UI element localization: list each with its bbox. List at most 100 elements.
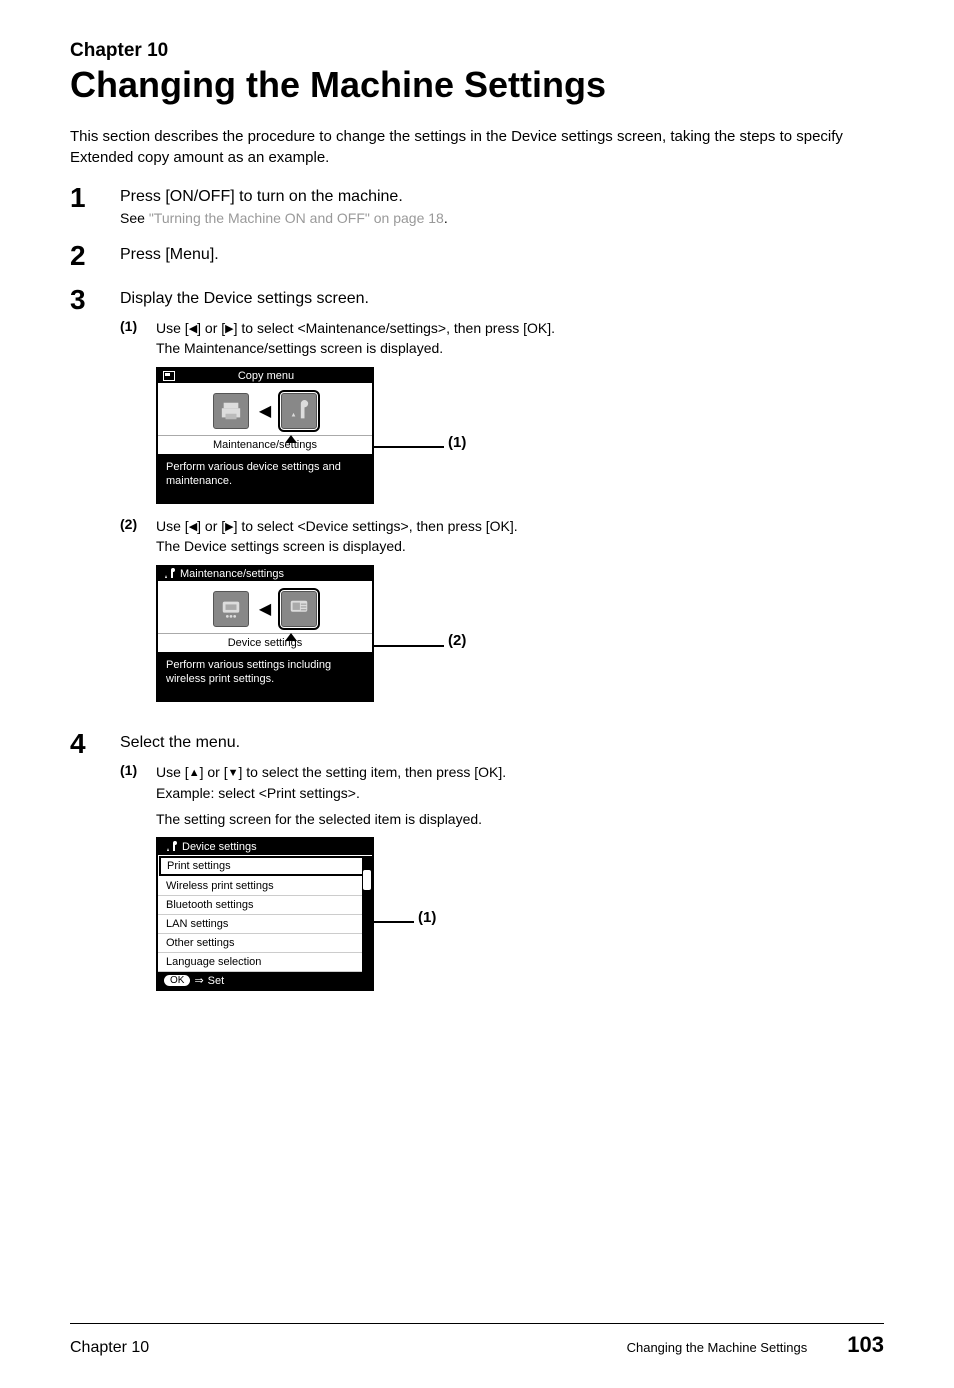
lcd-header-title: Maintenance/settings [180,568,368,580]
footer-rule [70,1323,884,1324]
list-item: Print settings [159,856,371,876]
see-suffix: . [444,210,448,226]
footer-title: Changing the Machine Settings [149,1340,847,1355]
lcd-panel: Copy menu ◀ Maintenance/settings Perform… [156,367,374,505]
step-title: Press [Menu]. [120,246,884,264]
left-arrow-icon: ◀ [189,322,197,338]
text-fragment: Use [ [156,518,189,534]
right-arrow-icon: ▶ [225,520,233,536]
step-body: Select the menu. (1) Use [▲] or [▼] to s… [120,730,884,1003]
substep-body: Use [▲] or [▼] to select the setting ite… [156,762,884,829]
lcd-subtitle: Device settings [158,633,372,652]
text-fragment: ] or [ [200,764,228,780]
lcd-icon-row: ◀ [158,581,372,633]
substep-body: Use [◀] or [▶] to select <Maintenance/se… [156,318,884,359]
text-fragment: ] to select the setting item, then press… [238,764,506,780]
tools-icon [281,393,317,429]
step-body: Press [Menu]. [120,242,884,268]
substep-body: Use [◀] or [▶] to select <Device setting… [156,516,884,557]
ok-badge: OK [164,975,190,986]
callout-label: (1) [448,434,466,451]
list-item: LAN settings [158,915,372,934]
callout-line [374,446,444,448]
step-3: 3 Display the Device settings screen. (1… [70,286,884,714]
pointer-icon [285,633,297,641]
text-line: The Device settings screen is displayed. [156,538,406,554]
printer-icon [213,393,249,429]
footer-chapter: Chapter 10 [70,1339,149,1357]
step-title: Display the Device settings screen. [120,290,884,308]
lcd-screenshot-2: Maintenance/settings ◀ Device settings P… [156,565,884,703]
substep-3-1: (1) Use [◀] or [▶] to select <Maintenanc… [120,318,884,359]
text-line: The setting screen for the selected item… [156,811,482,827]
step-number: 1 [70,184,120,212]
lcd-list-title: Device settings [182,841,257,853]
left-triangle-icon: ◀ [259,599,271,619]
callout-label: (2) [448,632,466,649]
step-title: Select the menu. [120,734,884,752]
text-fragment: Use [ [156,764,189,780]
substep-number: (1) [120,762,156,829]
list-item: Other settings [158,934,372,953]
lcd-header-title: Copy menu [180,370,368,382]
text-fragment: ] to select <Device settings>, then pres… [234,518,518,534]
lcd-list-header: Device settings [158,839,372,855]
lcd-description: Perform various settings including wirel… [158,652,372,701]
card-icon [162,370,176,382]
right-arrow-icon: ▶ [225,322,233,338]
device-icon [213,591,249,627]
pointer-icon [285,435,297,443]
chapter-label: Chapter 10 [70,40,884,62]
step-number: 2 [70,242,120,270]
scrollbar [362,856,372,972]
text-fragment: ] or [ [197,518,225,534]
lcd-list-items: Print settings Wireless print settings B… [158,856,372,972]
substep-number: (2) [120,516,156,557]
step-see: See "Turning the Machine ON and OFF" on … [120,210,884,226]
lcd-header: Copy menu [158,369,372,383]
device-list-icon [281,591,317,627]
step-2: 2 Press [Menu]. [70,242,884,270]
text-fragment: ] or [ [197,320,225,336]
up-arrow-icon: ▲ [189,766,200,782]
text-fragment: Use [ [156,320,189,336]
callout-line [374,921,414,923]
cross-ref-link[interactable]: "Turning the Machine ON and OFF" on page… [149,210,444,226]
lcd-screenshot-1: Copy menu ◀ Maintenance/settings Perform… [156,367,884,505]
step-1: 1 Press [ON/OFF] to turn on the machine.… [70,184,884,226]
substep-4-1: (1) Use [▲] or [▼] to select the setting… [120,762,884,829]
lcd-description: Perform various device settings and main… [158,454,372,503]
substep-number: (1) [120,318,156,359]
down-arrow-icon: ▼ [228,766,239,782]
lcd-list-footer: OK ⇒ Set [158,972,372,989]
left-triangle-icon: ◀ [259,401,271,421]
text-fragment: ] to select <Maintenance/settings>, then… [234,320,555,336]
arrow-icon: ⇒ [194,974,203,987]
lcd-panel: Maintenance/settings ◀ Device settings P… [156,565,374,703]
list-item: Language selection [158,953,372,972]
lcd-list-panel: Device settings Print settings Wireless … [156,837,374,991]
step-title: Press [ON/OFF] to turn on the machine. [120,188,884,206]
intro-text: This section describes the procedure to … [70,126,884,168]
substep-3-2: (2) Use [◀] or [▶] to select <Device set… [120,516,884,557]
tools-small-icon [162,568,176,580]
lcd-icon-row: ◀ [158,383,372,435]
chapter-title: Changing the Machine Settings [70,64,884,106]
callout-label: (1) [418,909,436,926]
tools-small-icon [164,841,178,853]
list-item: Wireless print settings [158,877,372,896]
scroll-thumb [363,870,371,890]
step-number: 3 [70,286,120,314]
step-body: Display the Device settings screen. (1) … [120,286,884,714]
lcd-subtitle: Maintenance/settings [158,435,372,454]
lcd-header: Maintenance/settings [158,567,372,581]
page-footer: Chapter 10 Changing the Machine Settings… [70,1332,884,1358]
left-arrow-icon: ◀ [189,520,197,536]
see-prefix: See [120,210,149,226]
callout-line [374,645,444,647]
text-line: The Maintenance/settings screen is displ… [156,340,443,356]
lcd-screenshot-3: Device settings Print settings Wireless … [156,837,884,991]
text-line: Example: select <Print settings>. [156,785,360,801]
footer-page-number: 103 [847,1332,884,1358]
step-body: Press [ON/OFF] to turn on the machine. S… [120,184,884,226]
